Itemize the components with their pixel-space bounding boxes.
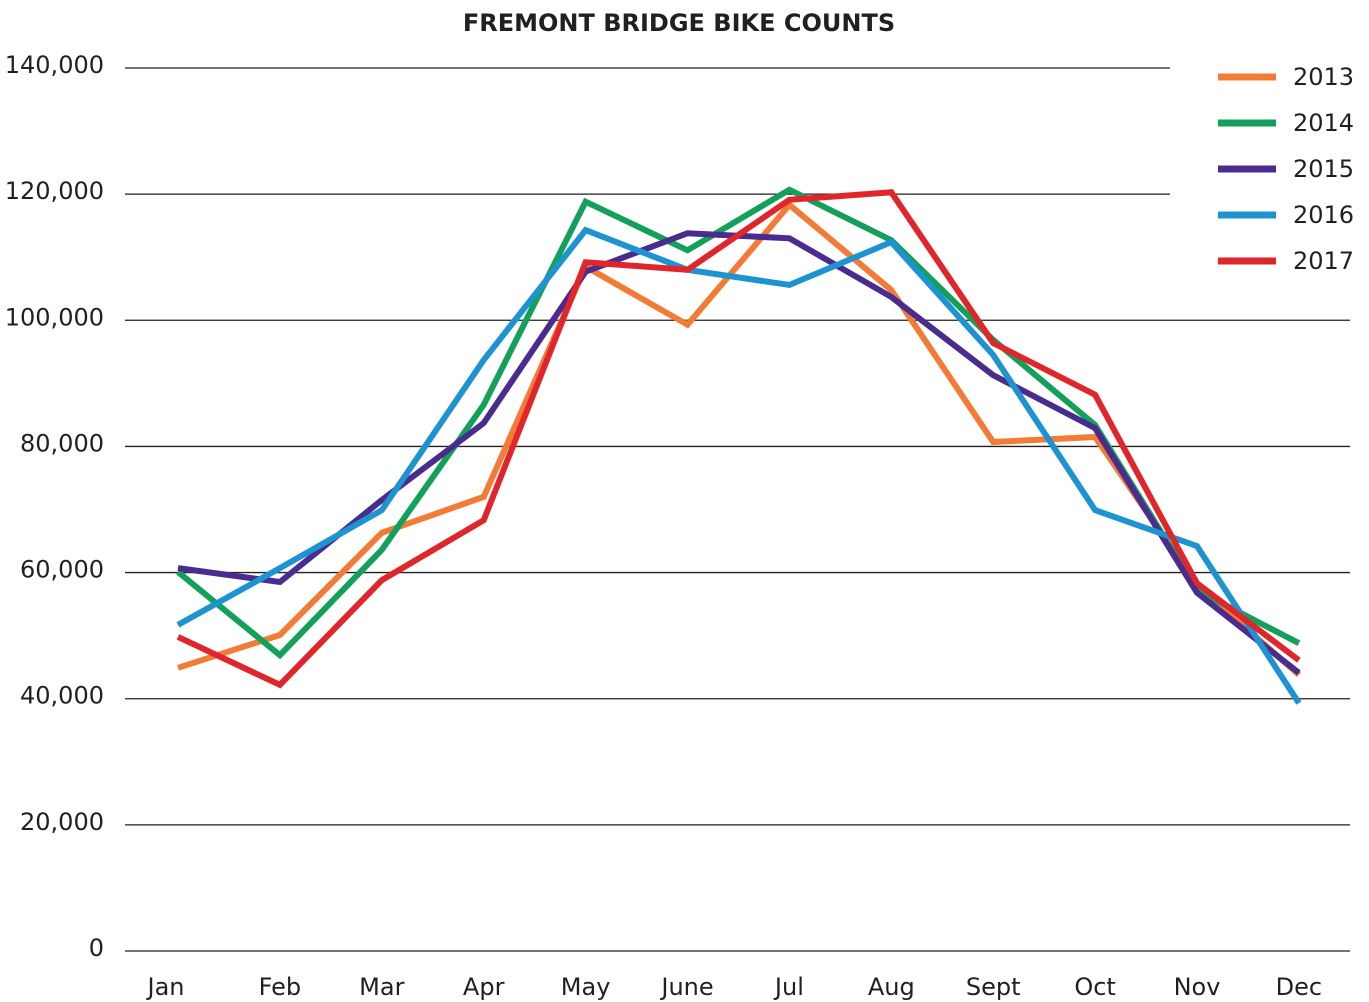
y-tick-label: 140,000 (5, 51, 104, 79)
legend-label: 2016 (1293, 201, 1354, 229)
x-tick-label: Apr (463, 973, 505, 1001)
x-tick-label: Dec (1276, 973, 1322, 1001)
series-line (177, 200, 1301, 678)
y-tick-label: 80,000 (20, 429, 104, 457)
legend-label: 2017 (1293, 247, 1354, 275)
series-line (176, 226, 1302, 705)
y-tick-label: 100,000 (5, 303, 104, 331)
y-tick-label: 120,000 (5, 177, 104, 205)
x-tick-label: Nov (1174, 973, 1221, 1001)
x-tick-label: Feb (259, 973, 302, 1001)
x-tick-label: Aug (868, 973, 915, 1001)
chart-title: FREMONT BRIDGE BIKE COUNTS (463, 9, 895, 37)
x-tick-label: Jul (773, 973, 804, 1001)
y-tick-label: 60,000 (20, 556, 104, 584)
x-tick-label: June (659, 973, 713, 1001)
x-tick-label: Mar (359, 973, 404, 1001)
series-line (176, 186, 1301, 660)
legend-label: 2013 (1293, 63, 1354, 91)
x-tick-label: Oct (1074, 973, 1116, 1001)
x-tick-label: Sept (966, 973, 1021, 1001)
series-line (176, 189, 1301, 689)
legend-label: 2014 (1293, 109, 1354, 137)
series-line (177, 230, 1301, 676)
y-tick-label: 0 (89, 934, 104, 962)
y-tick-label: 40,000 (20, 682, 104, 710)
x-tick-label: Jan (146, 973, 185, 1001)
legend-label: 2015 (1293, 155, 1354, 183)
x-tick-label: May (561, 973, 611, 1001)
y-tick-label: 20,000 (20, 808, 104, 836)
